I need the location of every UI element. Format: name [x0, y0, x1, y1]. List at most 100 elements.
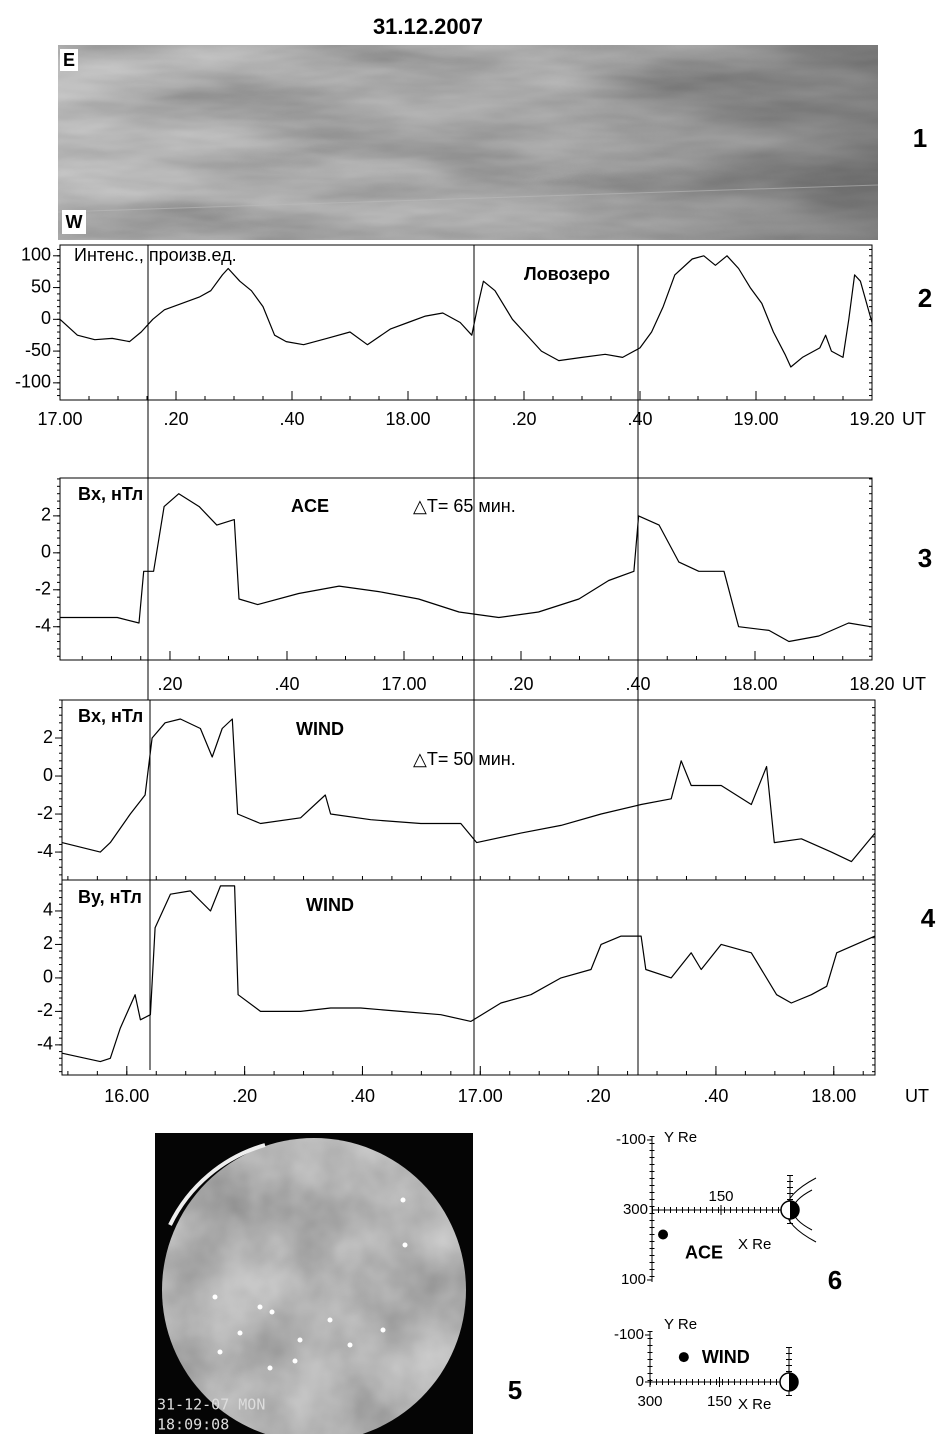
- keogram-streak: [57, 184, 879, 213]
- x-tick-label: .20: [232, 1086, 257, 1106]
- x-tick-label: .40: [350, 1086, 375, 1106]
- y-tick-label: -100: [616, 1131, 646, 1148]
- x-tick-label: 18.00: [385, 409, 430, 429]
- x-tick-label: 300: [623, 1201, 648, 1218]
- panel-number: 1: [913, 123, 927, 153]
- annotation: WIND: [296, 719, 344, 739]
- y-axis-label: Y Re: [664, 1316, 697, 1333]
- x-tick-label: 150: [707, 1393, 732, 1410]
- star: [380, 1327, 386, 1333]
- x-tick-label: .20: [511, 409, 536, 429]
- label-box: [62, 210, 86, 234]
- delay-note: △T= 65 мин.: [413, 496, 516, 516]
- sky-image: [162, 1138, 466, 1434]
- y-tick-label: 100: [621, 1271, 646, 1288]
- panel-number: 5: [508, 1375, 522, 1405]
- x-axis-label: X Re: [738, 1396, 771, 1413]
- x-tick-label: 19.00: [733, 409, 778, 429]
- x-tick-label: .40: [703, 1086, 728, 1106]
- data-line: [60, 493, 871, 643]
- x-tick-label: 18.00: [732, 674, 777, 694]
- x-tick-label: .20: [586, 1086, 611, 1106]
- plot-frame: [59, 477, 873, 661]
- x-tick-label: .20: [157, 674, 182, 694]
- y-axis-label: Y Re: [664, 1129, 697, 1146]
- sky-rim: [168, 1143, 266, 1226]
- x-unit: UT: [902, 674, 926, 694]
- annotation: Ловозеро: [524, 264, 610, 284]
- x-tick-label: 17.00: [381, 674, 426, 694]
- star: [212, 1294, 218, 1300]
- x-tick-label: 16.00: [104, 1086, 149, 1106]
- star: [237, 1330, 243, 1336]
- y-axis-label: Bx, нТл: [78, 706, 143, 726]
- timestamp: 31-12-07 MON: [157, 1396, 265, 1414]
- y-axis-label: By, нТл: [78, 887, 142, 907]
- data-line: [59, 255, 873, 368]
- x-tick-label: .20: [163, 409, 188, 429]
- spacecraft-name: WIND: [702, 1347, 750, 1367]
- y-axis-label: Bx, нТл: [78, 484, 143, 504]
- x-tick-label: 300: [637, 1393, 662, 1410]
- y-tick-label: -2: [37, 1000, 53, 1020]
- y-tick-label: -100: [614, 1326, 644, 1343]
- y-tick-label: -4: [37, 1034, 53, 1054]
- spacecraft-position: [678, 1352, 689, 1363]
- star: [327, 1317, 333, 1323]
- annotation: ACE: [291, 496, 329, 516]
- y-axis-label: Интенс., произв.ед.: [74, 245, 237, 265]
- earth-night: [789, 1373, 798, 1391]
- y-tick-label: -4: [35, 615, 51, 635]
- keogram-shade: [58, 45, 878, 240]
- x-tick-label: .40: [625, 674, 650, 694]
- star: [257, 1304, 263, 1310]
- delay-note: △T= 50 мин.: [413, 749, 516, 769]
- timestamp: 18:09:08: [157, 1416, 229, 1434]
- earth-night: [790, 1201, 799, 1219]
- x-tick-label: 17.00: [458, 1086, 503, 1106]
- y-tick-label: 100: [21, 245, 51, 265]
- spacecraft-name: ACE: [685, 1242, 723, 1262]
- x-unit: UT: [902, 409, 926, 429]
- x-tick-label: 150: [708, 1188, 733, 1205]
- panel-number: 2: [918, 283, 932, 313]
- data-line: [61, 718, 876, 863]
- star: [400, 1197, 406, 1203]
- y-tick-label: 4: [43, 900, 53, 920]
- x-tick-label: .40: [274, 674, 299, 694]
- x-axis-label: X Re: [738, 1236, 771, 1253]
- y-tick-label: 0: [43, 967, 53, 987]
- x-tick-label: 18.20: [849, 674, 894, 694]
- y-tick-label: 2: [43, 933, 53, 953]
- spacecraft-position: [658, 1229, 669, 1240]
- plot-frame: [59, 244, 873, 401]
- x-tick-label: 18.00: [811, 1086, 856, 1106]
- star: [292, 1358, 298, 1364]
- y-tick-label: -2: [35, 579, 51, 599]
- star: [269, 1309, 275, 1315]
- data-line: [61, 885, 876, 1063]
- keogram-label: E: [63, 50, 75, 70]
- x-tick-label: 17.00: [37, 409, 82, 429]
- star: [217, 1349, 223, 1355]
- keogram-label: W: [66, 212, 83, 232]
- y-tick-label: -100: [15, 372, 51, 392]
- label-box: [60, 49, 78, 71]
- x-tick-label: .20: [508, 674, 533, 694]
- panel-number: 6: [828, 1265, 842, 1295]
- annotation: WIND: [306, 895, 354, 915]
- y-tick-label: 50: [31, 276, 51, 296]
- y-tick-label: 2: [43, 727, 53, 747]
- y-tick-label: 0: [41, 308, 51, 328]
- y-tick-label: -4: [37, 841, 53, 861]
- x-unit: UT: [905, 1086, 929, 1106]
- y-tick-label: -50: [25, 340, 51, 360]
- y-tick-label: 0: [43, 765, 53, 785]
- star: [402, 1242, 408, 1248]
- y-tick-label: 0: [636, 1373, 644, 1390]
- star: [267, 1365, 273, 1371]
